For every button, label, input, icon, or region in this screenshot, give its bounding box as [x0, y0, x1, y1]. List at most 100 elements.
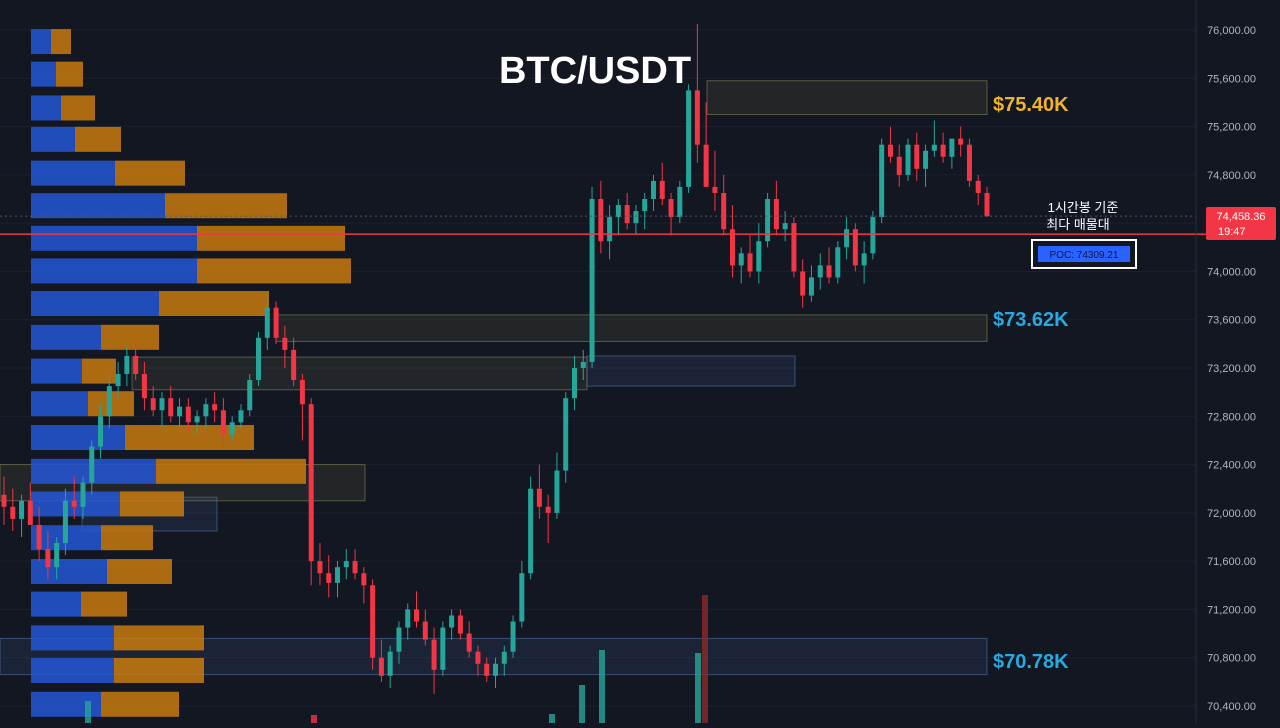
candle-body [738, 253, 744, 266]
vp-sell-bar [159, 291, 269, 317]
vp-buy-bar [31, 324, 101, 350]
candle-body [686, 90, 692, 187]
candle-body [642, 199, 648, 212]
current-price-tag: 74,458.36 19:47 [1206, 207, 1276, 240]
candle-body [220, 410, 226, 435]
candle-body [896, 156, 902, 175]
candle-body [765, 199, 771, 242]
y-tick-label: 72,000.00 [1207, 508, 1256, 520]
candle-body [650, 180, 656, 199]
current-price-label: 74,458.36 [1217, 211, 1266, 223]
candle-body [975, 180, 981, 193]
level-label-3: $70.78K [993, 651, 1069, 673]
vp-sell-bar [101, 324, 159, 350]
candle-body [370, 585, 376, 658]
vp-buy-bar [31, 95, 61, 121]
candle-body [422, 621, 428, 640]
candle-body [817, 265, 823, 278]
vp-sell-bar [81, 591, 127, 617]
y-tick-label: 70,800.00 [1207, 653, 1256, 665]
candles [1, 23, 990, 694]
y-axis: 76,000.0075,600.0075,200.0074,800.0074,4… [1195, 0, 1256, 723]
candle-body [501, 651, 507, 664]
candle-body [457, 615, 463, 634]
vp-buy-bar [31, 391, 88, 417]
y-tick-label: 74,000.00 [1207, 266, 1256, 278]
vp-sell-bar [82, 358, 116, 384]
candle-body [668, 199, 674, 218]
y-tick-label: 75,600.00 [1207, 73, 1256, 85]
candle-body [80, 482, 86, 507]
candle-body [291, 349, 297, 381]
volume-profile [31, 29, 351, 717]
vp-sell-bar [51, 29, 71, 55]
vp-buy-bar [31, 160, 115, 186]
candle-body [633, 211, 639, 224]
candle-body [440, 627, 446, 670]
candle-body [554, 470, 560, 513]
candle-body [870, 217, 876, 254]
candle-body [571, 368, 577, 399]
candle-body [133, 355, 139, 375]
vp-sell-bar [165, 193, 287, 219]
candle-body [694, 90, 700, 145]
vp-sell-bar [56, 61, 83, 87]
candle-body [10, 506, 16, 519]
candle-body [203, 404, 209, 417]
candle-body [54, 543, 60, 568]
candle-body [580, 361, 586, 368]
y-tick-label: 76,000.00 [1207, 25, 1256, 37]
vp-sell-bar [197, 225, 345, 251]
candle-body [159, 398, 165, 411]
vp-sell-bar [101, 525, 153, 551]
vp-sell-bar [101, 691, 179, 717]
candle-body [958, 138, 964, 145]
vp-sell-bar [75, 126, 121, 152]
price-zone [131, 356, 588, 391]
y-tick-label: 70,400.00 [1207, 701, 1256, 713]
candle-body [940, 144, 946, 157]
vp-buy-bar [31, 225, 197, 251]
candle-body [923, 150, 929, 169]
candle-body [712, 186, 718, 193]
candle-body [194, 416, 200, 423]
chart-title: BTC/USDT [499, 50, 691, 92]
candle-body [791, 223, 797, 272]
candle-body [27, 500, 33, 525]
candle-body [299, 380, 305, 405]
vp-buy-bar [31, 258, 197, 284]
candle-body [326, 573, 332, 583]
candle-body [536, 488, 542, 507]
vp-buy-bar [31, 358, 82, 384]
candle-body [808, 277, 814, 296]
candle-body [844, 229, 850, 248]
candle-body [589, 199, 595, 362]
vp-sell-bar [114, 625, 204, 651]
candle-body [229, 422, 235, 435]
vp-buy-bar [31, 193, 165, 219]
candle-body [519, 573, 525, 622]
candle-body [914, 144, 920, 169]
candle-body [115, 374, 121, 387]
candle-body [756, 241, 762, 272]
y-ticks: 76,000.0075,600.0075,200.0074,800.0074,4… [1207, 25, 1256, 713]
candle-body [98, 416, 104, 447]
candle-body [106, 386, 112, 417]
candle-body [378, 657, 384, 676]
candle-body [36, 524, 42, 550]
candle-body [335, 567, 341, 583]
candle-body [62, 500, 68, 544]
vp-buy-bar [31, 291, 159, 317]
candle-body [615, 205, 621, 218]
candle-body [607, 217, 613, 242]
candle-body [212, 404, 218, 411]
y-tick-label: 72,800.00 [1207, 411, 1256, 423]
price-zone [706, 80, 988, 115]
candle-body [949, 138, 955, 157]
price-zone [275, 314, 988, 342]
candle-body [729, 229, 735, 266]
volume-bar [599, 650, 605, 723]
candle-body [317, 561, 323, 574]
current-price-timer: 19:47 [1218, 226, 1246, 238]
